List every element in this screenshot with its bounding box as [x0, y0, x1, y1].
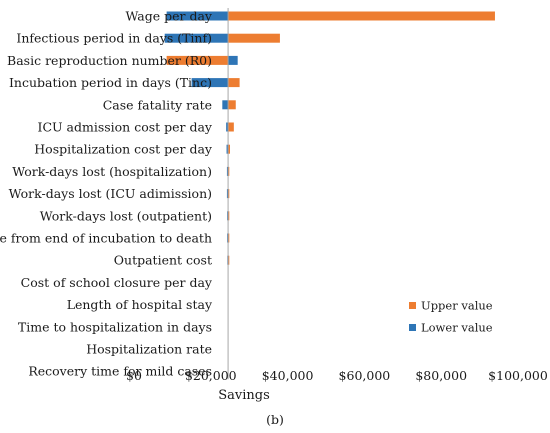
x-tick-label-1: $20,000: [185, 368, 237, 383]
legend: Upper value Lower value: [409, 299, 493, 335]
category-label-infectious-period-in-days-tinf: Infectious period in days (Tinf): [16, 31, 212, 46]
x-tick-label-2: $40,000: [262, 368, 314, 383]
upper-value-bar-basic-reproduction-number-r0: [166, 55, 229, 65]
category-labels: Wage per day Infectious period in days (T…: [0, 9, 213, 379]
figure-caption: (b): [266, 412, 284, 427]
upper-value-bar-work-days-lost-hospitalization: [228, 166, 230, 176]
lower-value-bar-incubation-period-in-days-tinc: [191, 78, 229, 88]
category-label-time-to-hospitalization-in-days: Time to hospitalization in days: [18, 319, 212, 334]
x-axis-title: Savings: [218, 388, 270, 403]
lower-value-bar-case-fatality-rate: [222, 100, 229, 110]
lower-value-bar-basic-reproduction-number-r0: [228, 55, 238, 65]
upper-value-bar-incubation-period-in-days-tinc: [228, 78, 240, 88]
lower-value-bar-work-days-lost-icu-adimission: [226, 189, 229, 199]
upper-value-bar-work-days-lost-icu-adimission: [228, 189, 230, 199]
upper-value-bar-case-fatality-rate: [228, 100, 236, 110]
category-label-incubation-period-in-days-tinc: Incubation period in days (Tinc): [9, 75, 212, 90]
x-tick-labels: $0 $20,000 $40,000 $60,000 $80,000 $100,000: [126, 368, 548, 383]
lower-value-bar-hospitalization-cost-per-day: [226, 144, 229, 154]
category-label-hospitalization-cost-per-day: Hospitalization cost per day: [34, 142, 213, 157]
lower-value-bar-wage-per-day: [166, 11, 229, 21]
upper-value-bar-time-from-end-of-incubation-to-death: [228, 233, 230, 243]
lower-value-bar-infectious-period-in-days-tinf: [164, 33, 229, 43]
legend-label-lower-value: Lower value: [421, 321, 493, 335]
x-tick-label-5: $100,000: [488, 368, 548, 383]
category-label-work-days-lost-hospitalization: Work-days lost (hospitalization): [12, 164, 212, 179]
category-label-icu-admission-cost-per-day: ICU admission cost per day: [38, 120, 213, 135]
legend-swatch-lower-value: [409, 324, 416, 331]
upper-value-bar-infectious-period-in-days-tinf: [228, 33, 280, 43]
legend-swatch-upper-value: [409, 302, 416, 309]
x-tick-label-0: $0: [126, 368, 142, 383]
bars-group: [164, 11, 495, 265]
category-label-time-from-end-of-incubation-to-death: Time from end of incubation to death: [0, 231, 212, 246]
category-label-recovery-time-for-mild-cases: Recovery time for mild cases: [28, 364, 212, 379]
category-label-cost-of-school-closure-per-day: Cost of school closure per day: [21, 275, 213, 290]
x-tick-label-4: $80,000: [415, 368, 467, 383]
category-label-work-days-lost-outpatient: Work-days lost (outpatient): [40, 208, 212, 223]
category-label-outpatient-cost: Outpatient cost: [114, 253, 212, 268]
category-label-basic-reproduction-number-r0: Basic reproduction number (R0): [7, 53, 212, 68]
upper-value-bar-hospitalization-cost-per-day: [228, 144, 230, 154]
category-label-wage-per-day: Wage per day: [126, 9, 213, 24]
upper-value-bar-icu-admission-cost-per-day: [228, 122, 234, 132]
category-label-length-of-hospital-stay: Length of hospital stay: [67, 297, 213, 312]
upper-value-bar-work-days-lost-outpatient: [228, 211, 230, 221]
category-label-case-fatality-rate: Case fatality rate: [103, 97, 212, 112]
category-label-hospitalization-rate: Hospitalization rate: [86, 342, 212, 357]
lower-value-bar-icu-admission-cost-per-day: [226, 122, 229, 132]
category-label-work-days-lost-icu-adimission: Work-days lost (ICU adimission): [9, 186, 212, 201]
lower-value-bar-work-days-lost-hospitalization: [226, 166, 229, 176]
x-tick-label-3: $60,000: [339, 368, 391, 383]
upper-value-bar-wage-per-day: [228, 11, 495, 21]
upper-value-bar-outpatient-cost: [228, 255, 230, 265]
legend-label-upper-value: Upper value: [421, 299, 493, 313]
